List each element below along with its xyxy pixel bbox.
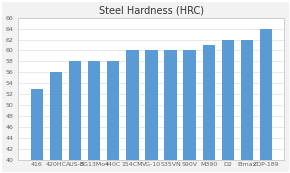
- Bar: [260, 29, 272, 173]
- Bar: [164, 51, 177, 173]
- Title: Steel Hardness (HRC): Steel Hardness (HRC): [99, 6, 204, 16]
- Bar: [50, 72, 62, 173]
- Bar: [69, 61, 81, 173]
- Bar: [203, 45, 215, 173]
- Bar: [107, 61, 119, 173]
- Bar: [241, 40, 253, 173]
- Bar: [222, 40, 234, 173]
- Bar: [88, 61, 100, 173]
- Bar: [126, 51, 139, 173]
- Bar: [30, 89, 43, 173]
- Bar: [184, 51, 196, 173]
- Bar: [145, 51, 158, 173]
